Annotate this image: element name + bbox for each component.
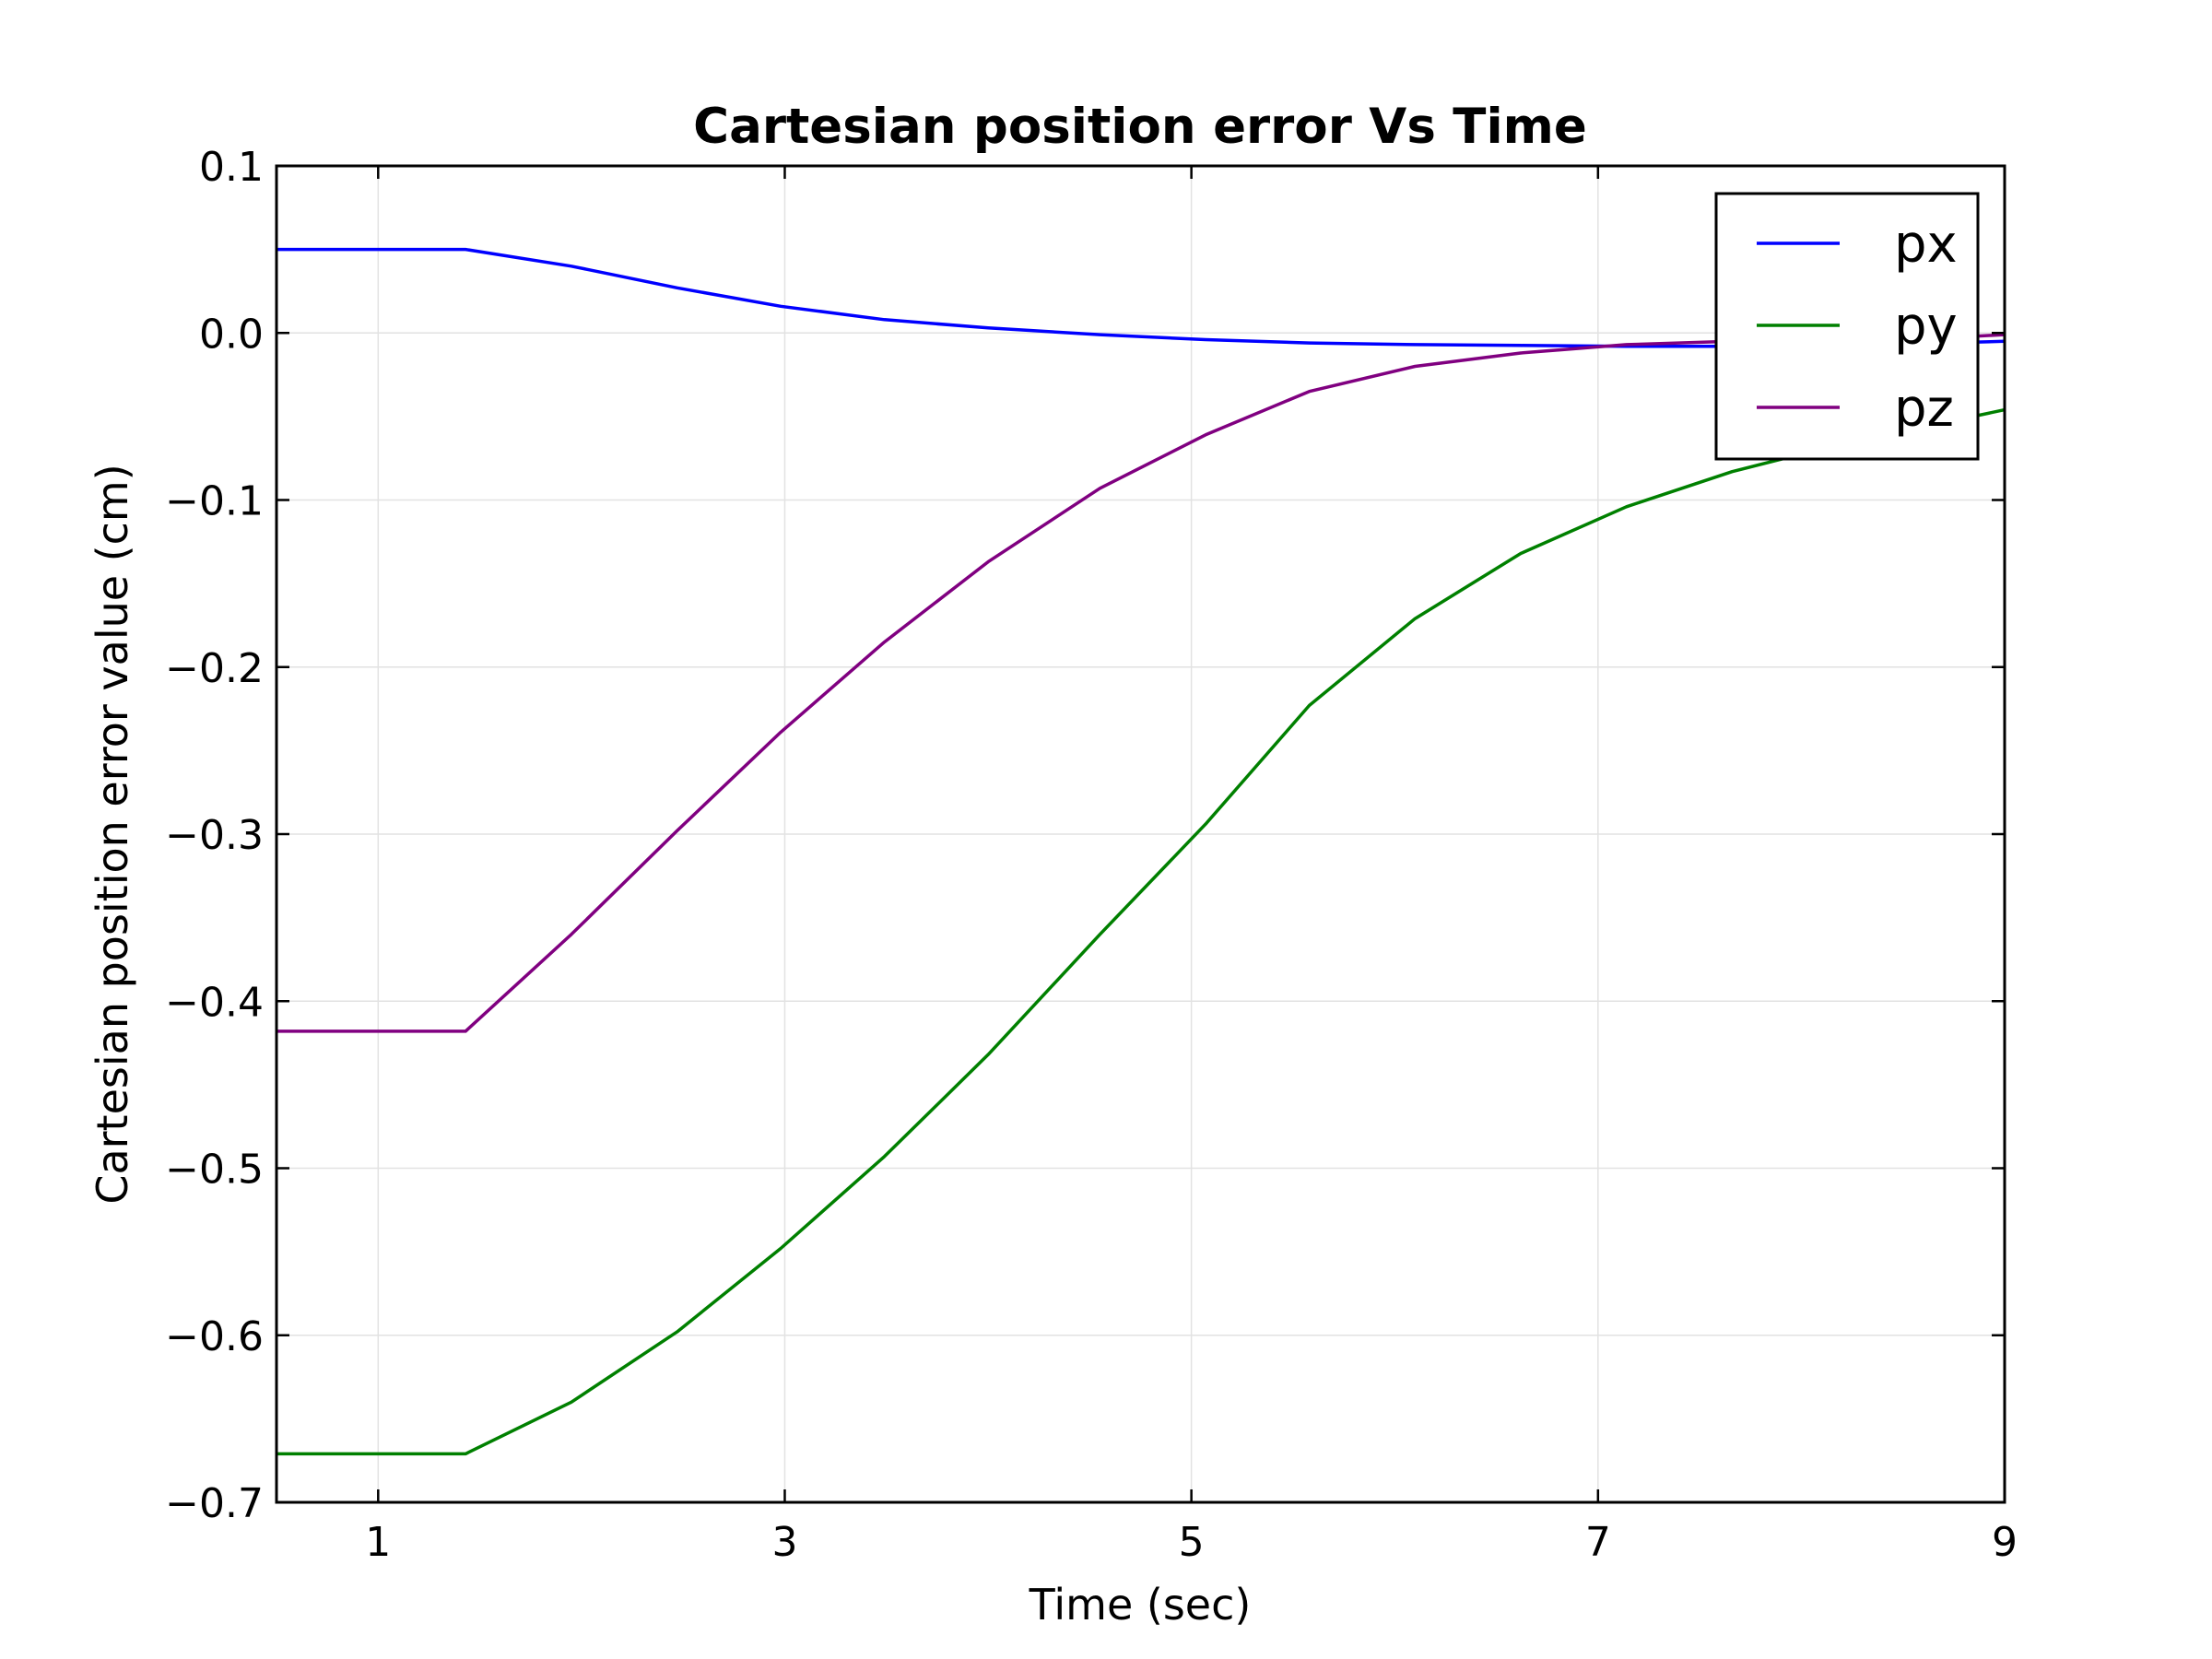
legend: px py pz xyxy=(1714,192,1980,461)
x-axis-label: Time (sec) xyxy=(1029,1580,1252,1630)
y-tick-label: 0.1 xyxy=(199,144,264,191)
series-line-py xyxy=(276,407,2006,1456)
y-tick-label: 0.0 xyxy=(199,311,264,358)
x-tick-label: 5 xyxy=(1179,1519,1205,1566)
axis-ticks xyxy=(276,164,2006,1504)
legend-label-px: px xyxy=(1894,215,1958,275)
y-tick-label: −0.2 xyxy=(165,645,264,692)
x-tick-label: 1 xyxy=(365,1519,391,1566)
legend-label-py: py xyxy=(1894,297,1958,357)
tick-labels: 1 3 5 7 9 0.1 0.0 −0.1 −0.2 −0.3 −0.4 −0.5 −0.6 −0.7 xyxy=(165,144,2018,1566)
legend-label-pz: pz xyxy=(1894,379,1954,439)
y-tick-label: −0.7 xyxy=(165,1480,264,1527)
y-tick-label: −0.3 xyxy=(165,812,264,859)
y-tick-label: −0.5 xyxy=(165,1147,264,1194)
legend-items: px py pz xyxy=(1757,215,1958,439)
y-axis-label: Cartesian position error value (cm) xyxy=(88,464,137,1204)
y-tick-label: −0.1 xyxy=(165,478,264,525)
x-tick-label: 3 xyxy=(771,1519,797,1566)
y-tick-label: −0.4 xyxy=(165,979,264,1026)
x-tick-label: 7 xyxy=(1585,1519,1611,1566)
chart-title: Cartesian position error Vs Time xyxy=(693,99,1587,155)
x-tick-label: 9 xyxy=(1992,1519,2018,1566)
y-tick-label: −0.6 xyxy=(165,1313,264,1360)
